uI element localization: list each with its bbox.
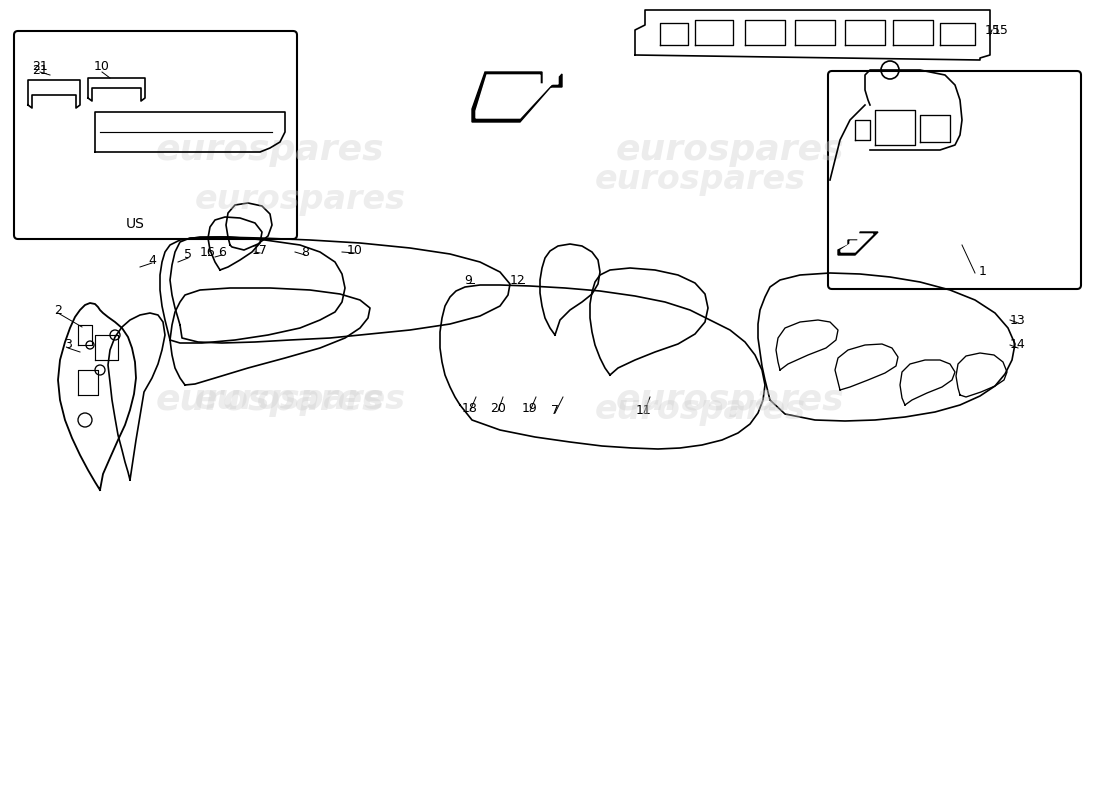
Text: 12: 12 (510, 274, 526, 286)
Text: 11: 11 (636, 403, 652, 417)
Text: US: US (125, 217, 144, 231)
Text: eurospares: eurospares (156, 383, 384, 417)
Text: 3: 3 (64, 338, 72, 351)
Polygon shape (472, 72, 562, 122)
Text: eurospares: eurospares (156, 133, 384, 167)
Text: eurospares: eurospares (195, 383, 406, 417)
Text: 10: 10 (95, 60, 110, 73)
Text: eurospares: eurospares (195, 183, 406, 217)
Text: eurospares: eurospares (594, 394, 805, 426)
Text: 10: 10 (348, 243, 363, 257)
Polygon shape (476, 75, 558, 118)
Text: 7: 7 (551, 403, 559, 417)
Text: 2: 2 (54, 303, 62, 317)
Text: 15: 15 (986, 23, 1001, 37)
Text: eurospares: eurospares (594, 163, 805, 197)
Text: 15: 15 (993, 23, 1009, 37)
Text: 9: 9 (464, 274, 472, 286)
Text: 16: 16 (200, 246, 216, 258)
Text: 6: 6 (218, 246, 226, 258)
Text: 8: 8 (301, 246, 309, 258)
Text: 17: 17 (252, 243, 268, 257)
FancyBboxPatch shape (828, 71, 1081, 289)
Text: 18: 18 (462, 402, 477, 414)
FancyBboxPatch shape (14, 31, 297, 239)
Polygon shape (838, 232, 878, 255)
Text: 14: 14 (1010, 338, 1026, 351)
Text: 21: 21 (32, 60, 48, 73)
Text: 5: 5 (184, 249, 192, 262)
Text: eurospares: eurospares (616, 383, 845, 417)
Text: 20: 20 (491, 402, 506, 414)
Polygon shape (842, 234, 873, 252)
Text: 1: 1 (979, 265, 987, 278)
Text: eurospares: eurospares (616, 133, 845, 167)
Text: 4: 4 (148, 254, 156, 266)
Text: 19: 19 (522, 402, 538, 414)
Text: 21: 21 (32, 63, 48, 77)
Text: 13: 13 (1010, 314, 1026, 326)
